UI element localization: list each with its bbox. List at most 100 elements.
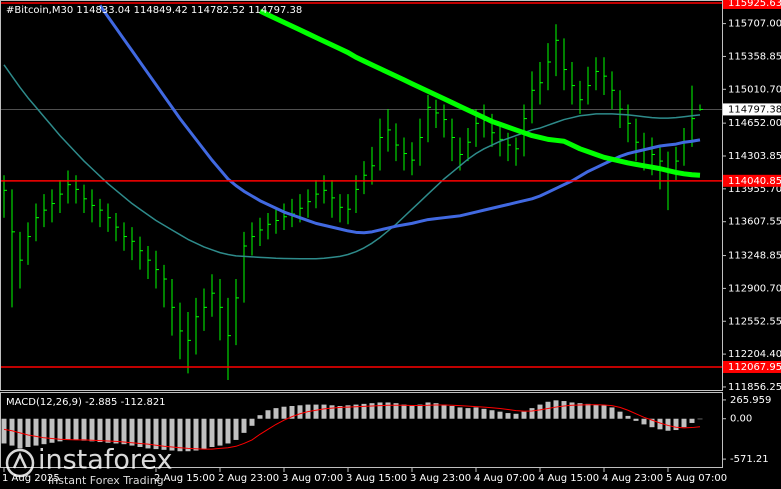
macd-bar xyxy=(457,407,463,419)
macd-bar xyxy=(281,406,287,419)
macd-bar xyxy=(105,418,111,443)
macd-bar xyxy=(641,418,647,425)
macd-bar xyxy=(73,418,79,440)
macd-bar xyxy=(649,418,655,428)
macd-bar xyxy=(217,418,223,446)
macd-frame xyxy=(0,392,723,468)
macd-bar xyxy=(225,418,231,444)
level-label-box xyxy=(723,0,781,9)
macd-bar xyxy=(137,418,143,447)
y-tick-label: 115358.85 xyxy=(728,51,781,62)
macd-bar xyxy=(177,418,183,452)
macd-bar xyxy=(161,418,167,450)
y-tick-label: 0.00 xyxy=(730,414,752,425)
macd-bar xyxy=(313,404,319,419)
macd-bar xyxy=(273,408,279,419)
high-value: 114849.42 xyxy=(134,5,188,16)
last-price-box xyxy=(723,103,781,116)
macd-bar xyxy=(41,418,47,445)
y-tick-label: -571.21 xyxy=(730,454,769,465)
y-tick-label: 115010.70 xyxy=(728,84,781,95)
macd-bar xyxy=(81,418,87,441)
x-tick-label: 2 Aug 15:00 xyxy=(154,473,215,484)
watermark-tagline: Instant Forex Trading xyxy=(48,474,164,487)
macd-bar xyxy=(289,406,295,419)
macd-bar xyxy=(1,418,7,444)
macd-bar xyxy=(129,418,135,446)
moving-average xyxy=(258,8,701,178)
macd-bar xyxy=(89,418,95,442)
x-tick-label: 1 Aug 2025 xyxy=(2,473,60,484)
macd-bar xyxy=(697,418,703,420)
close-value: 114797.38 xyxy=(248,5,302,16)
macd-bar xyxy=(601,405,607,419)
macd-bar xyxy=(577,403,583,419)
macd-bar xyxy=(665,418,671,431)
macd-bar xyxy=(473,407,479,419)
x-tick-label: 4 Aug 07:00 xyxy=(474,473,535,484)
signal-value: -112.821 xyxy=(121,397,166,408)
macd-bar xyxy=(209,418,215,447)
low-value: 114782.52 xyxy=(191,5,245,16)
macd-bar xyxy=(521,411,527,419)
macd-bar xyxy=(377,402,383,419)
logo-icon xyxy=(5,448,35,478)
macd-bar xyxy=(529,408,535,419)
macd-title: MACD(12,26,9) xyxy=(6,397,82,408)
macd-bar xyxy=(345,405,351,419)
macd-bar xyxy=(233,418,239,440)
macd-bar xyxy=(553,400,559,419)
macd-bar xyxy=(585,403,591,419)
x-tick-label: 4 Aug 15:00 xyxy=(538,473,599,484)
macd-bar xyxy=(193,418,199,451)
macd-bar xyxy=(625,415,631,419)
macd-bar xyxy=(169,418,175,451)
logo-mark xyxy=(12,452,28,469)
x-tick-label: 3 Aug 15:00 xyxy=(346,473,407,484)
macd-bar xyxy=(25,418,31,447)
signal-line xyxy=(3,404,701,450)
macd-bar xyxy=(569,402,575,419)
macd-bar xyxy=(9,418,15,446)
moving-average xyxy=(98,4,701,235)
watermark-name: instaforex xyxy=(38,445,172,476)
macd-bar xyxy=(297,405,303,419)
macd-bar xyxy=(241,418,247,433)
macd-bar xyxy=(681,418,687,428)
macd-bar xyxy=(33,418,39,446)
x-tick-label: 5 Aug 07:00 xyxy=(666,473,727,484)
x-tick-label: 3 Aug 23:00 xyxy=(410,473,471,484)
macd-bar xyxy=(409,406,415,419)
y-tick-label: 114303.85 xyxy=(728,151,781,162)
macd-bar xyxy=(265,410,271,419)
macd-bar xyxy=(121,418,127,445)
x-tick-label: 2 Aug 23:00 xyxy=(218,473,279,484)
macd-bar xyxy=(257,415,263,419)
symbol: #Bitcoin,M30 xyxy=(6,5,73,16)
y-tick-label: 265.959 xyxy=(730,395,771,406)
macd-bar xyxy=(57,418,63,442)
macd-bar xyxy=(361,403,367,419)
macd-bar xyxy=(145,418,151,449)
macd-bar xyxy=(353,404,359,419)
macd-bar xyxy=(441,404,447,419)
macd-bar xyxy=(249,418,255,426)
y-tick-label: 111856.25 xyxy=(728,382,781,393)
level-label-box xyxy=(723,174,781,187)
macd-bar xyxy=(617,411,623,419)
macd-bar xyxy=(329,405,335,419)
moving-average xyxy=(3,64,701,260)
macd-bar xyxy=(185,418,191,452)
macd-bar xyxy=(425,402,431,419)
y-tick-label: 113955.70 xyxy=(728,184,781,195)
macd-bar xyxy=(433,403,439,419)
macd-bar xyxy=(401,404,407,419)
y-tick-label: 112204.40 xyxy=(728,349,781,360)
level-label: 114040.85 xyxy=(728,176,781,187)
macd-bar xyxy=(49,418,55,443)
macd-bar xyxy=(97,418,103,443)
macd-bar xyxy=(337,406,343,419)
